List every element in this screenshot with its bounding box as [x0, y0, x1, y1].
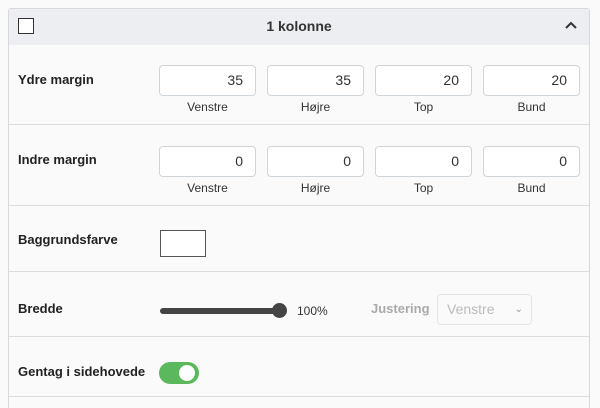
repeat-header-toggle[interactable] — [159, 362, 199, 384]
field-label: Bund — [517, 181, 546, 195]
outer-margin-left-input[interactable]: 35 — [159, 65, 256, 96]
panel-header[interactable]: 1 kolonne — [9, 9, 589, 45]
background-row: Baggrundsfarve — [9, 206, 589, 272]
alignment-label: Justering — [371, 301, 430, 316]
field-label: Bund — [517, 100, 546, 114]
width-label: Bredde — [18, 301, 63, 316]
outer-margin-right-input[interactable]: 35 — [267, 65, 364, 96]
field-label: Venstre — [187, 100, 228, 114]
background-label: Baggrundsfarve — [18, 232, 118, 247]
alignment-value: Venstre — [447, 301, 495, 317]
field-label: Top — [413, 100, 434, 114]
width-value: 100% — [297, 304, 328, 318]
chevron-down-icon: ⌄ — [514, 304, 523, 315]
inner-margin-bottom-input[interactable]: 0 — [483, 146, 580, 177]
inner-margin-right-input[interactable]: 0 — [267, 146, 364, 177]
width-slider-thumb[interactable] — [272, 303, 287, 318]
repeat-header-row: Gentag i sidehovede — [9, 337, 589, 397]
chevron-up-icon[interactable] — [563, 17, 579, 33]
column-settings-panel: 1 kolonne Ydre margin 35 35 20 20 Venstr… — [8, 8, 590, 408]
width-row: Bredde 100% Justering Venstre ⌄ — [9, 272, 589, 337]
toggle-knob — [179, 365, 195, 381]
outer-margin-row: Ydre margin 35 35 20 20 Venstre Højre To… — [9, 45, 589, 125]
inner-margin-row: Indre margin 0 0 0 0 Venstre Højre Top B… — [9, 125, 589, 206]
select-checkbox[interactable] — [18, 18, 34, 34]
outer-margin-bottom-input[interactable]: 20 — [483, 65, 580, 96]
alignment-select[interactable]: Venstre ⌄ — [437, 294, 532, 325]
panel-title: 1 kolonne — [266, 18, 332, 34]
field-label: Top — [413, 181, 434, 195]
inner-margin-left-input[interactable]: 0 — [159, 146, 256, 177]
field-label: Venstre — [187, 181, 228, 195]
repeat-header-label: Gentag i sidehovede — [18, 364, 146, 379]
field-label: Højre — [300, 100, 331, 114]
inner-margin-label: Indre margin — [18, 152, 97, 167]
inner-margin-top-input[interactable]: 0 — [375, 146, 472, 177]
width-slider-track[interactable] — [160, 308, 282, 314]
outer-margin-top-input[interactable]: 20 — [375, 65, 472, 96]
background-color-swatch[interactable] — [160, 230, 206, 257]
field-label: Højre — [300, 181, 331, 195]
outer-margin-label: Ydre margin — [18, 72, 94, 87]
